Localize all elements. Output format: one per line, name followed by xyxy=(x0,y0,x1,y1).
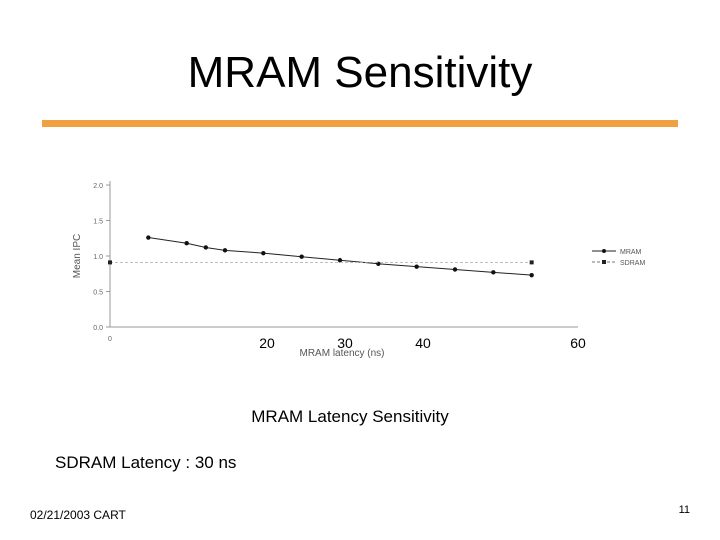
x-tick-label: 30 xyxy=(337,335,353,351)
legend-marker-sdram xyxy=(602,260,606,264)
slide-title: MRAM Sensitivity xyxy=(187,48,533,97)
sdram-latency-note: SDRAM Latency : 30 ns xyxy=(55,453,237,472)
y-tick-label: 2.0 xyxy=(93,183,103,190)
data-point-mram xyxy=(146,235,151,240)
data-point-mram xyxy=(337,258,343,263)
data-point-mram xyxy=(261,250,266,256)
data-point-mram xyxy=(203,245,209,250)
x-tick-label: 0 xyxy=(108,336,112,343)
y-axis-title: Mean IPC xyxy=(72,234,83,278)
data-point-sdram xyxy=(529,260,534,265)
chart-axes: 0.0 0.5 1.0 1.5 2.0 0 20 30 40 60 MRAM latency (ns… xyxy=(72,181,586,359)
data-point-mram xyxy=(414,264,419,269)
y-tick-label: 0.5 xyxy=(93,290,103,297)
x-axis-title: MRAM latency (ns) xyxy=(299,348,384,359)
legend-marker-mram xyxy=(602,249,606,253)
data-point-mram xyxy=(184,241,189,246)
title-underline xyxy=(42,120,678,127)
x-tick-label: 60 xyxy=(570,335,586,351)
data-point-mram xyxy=(222,248,228,253)
series-line-mram xyxy=(148,237,532,276)
chart-caption: MRAM Latency Sensitivity xyxy=(251,407,449,426)
data-point-mram xyxy=(452,267,458,272)
x-tick-label: 40 xyxy=(415,335,431,351)
chart-legend: MRAM SDRAM xyxy=(592,249,645,267)
y-tick-label: 0.0 xyxy=(93,325,103,332)
legend-label-mram: MRAM xyxy=(620,249,642,256)
data-point-mram xyxy=(299,254,304,259)
data-point-sdram xyxy=(108,260,112,265)
data-point-mram xyxy=(529,272,534,278)
page-number: 11 xyxy=(678,504,690,516)
x-tick-label: 20 xyxy=(259,335,275,351)
footer-date: 02/21/2003 CART xyxy=(30,508,126,522)
y-tick-label: 1.0 xyxy=(93,254,103,261)
data-point-mram xyxy=(491,270,496,275)
chart-series xyxy=(108,235,534,278)
y-tick-label: 1.5 xyxy=(93,219,103,226)
legend-label-sdram: SDRAM xyxy=(620,260,645,267)
ipc-line-chart: 0.0 0.5 1.0 1.5 2.0 0 20 30 40 60 MRAM latency (ns… xyxy=(72,181,645,359)
